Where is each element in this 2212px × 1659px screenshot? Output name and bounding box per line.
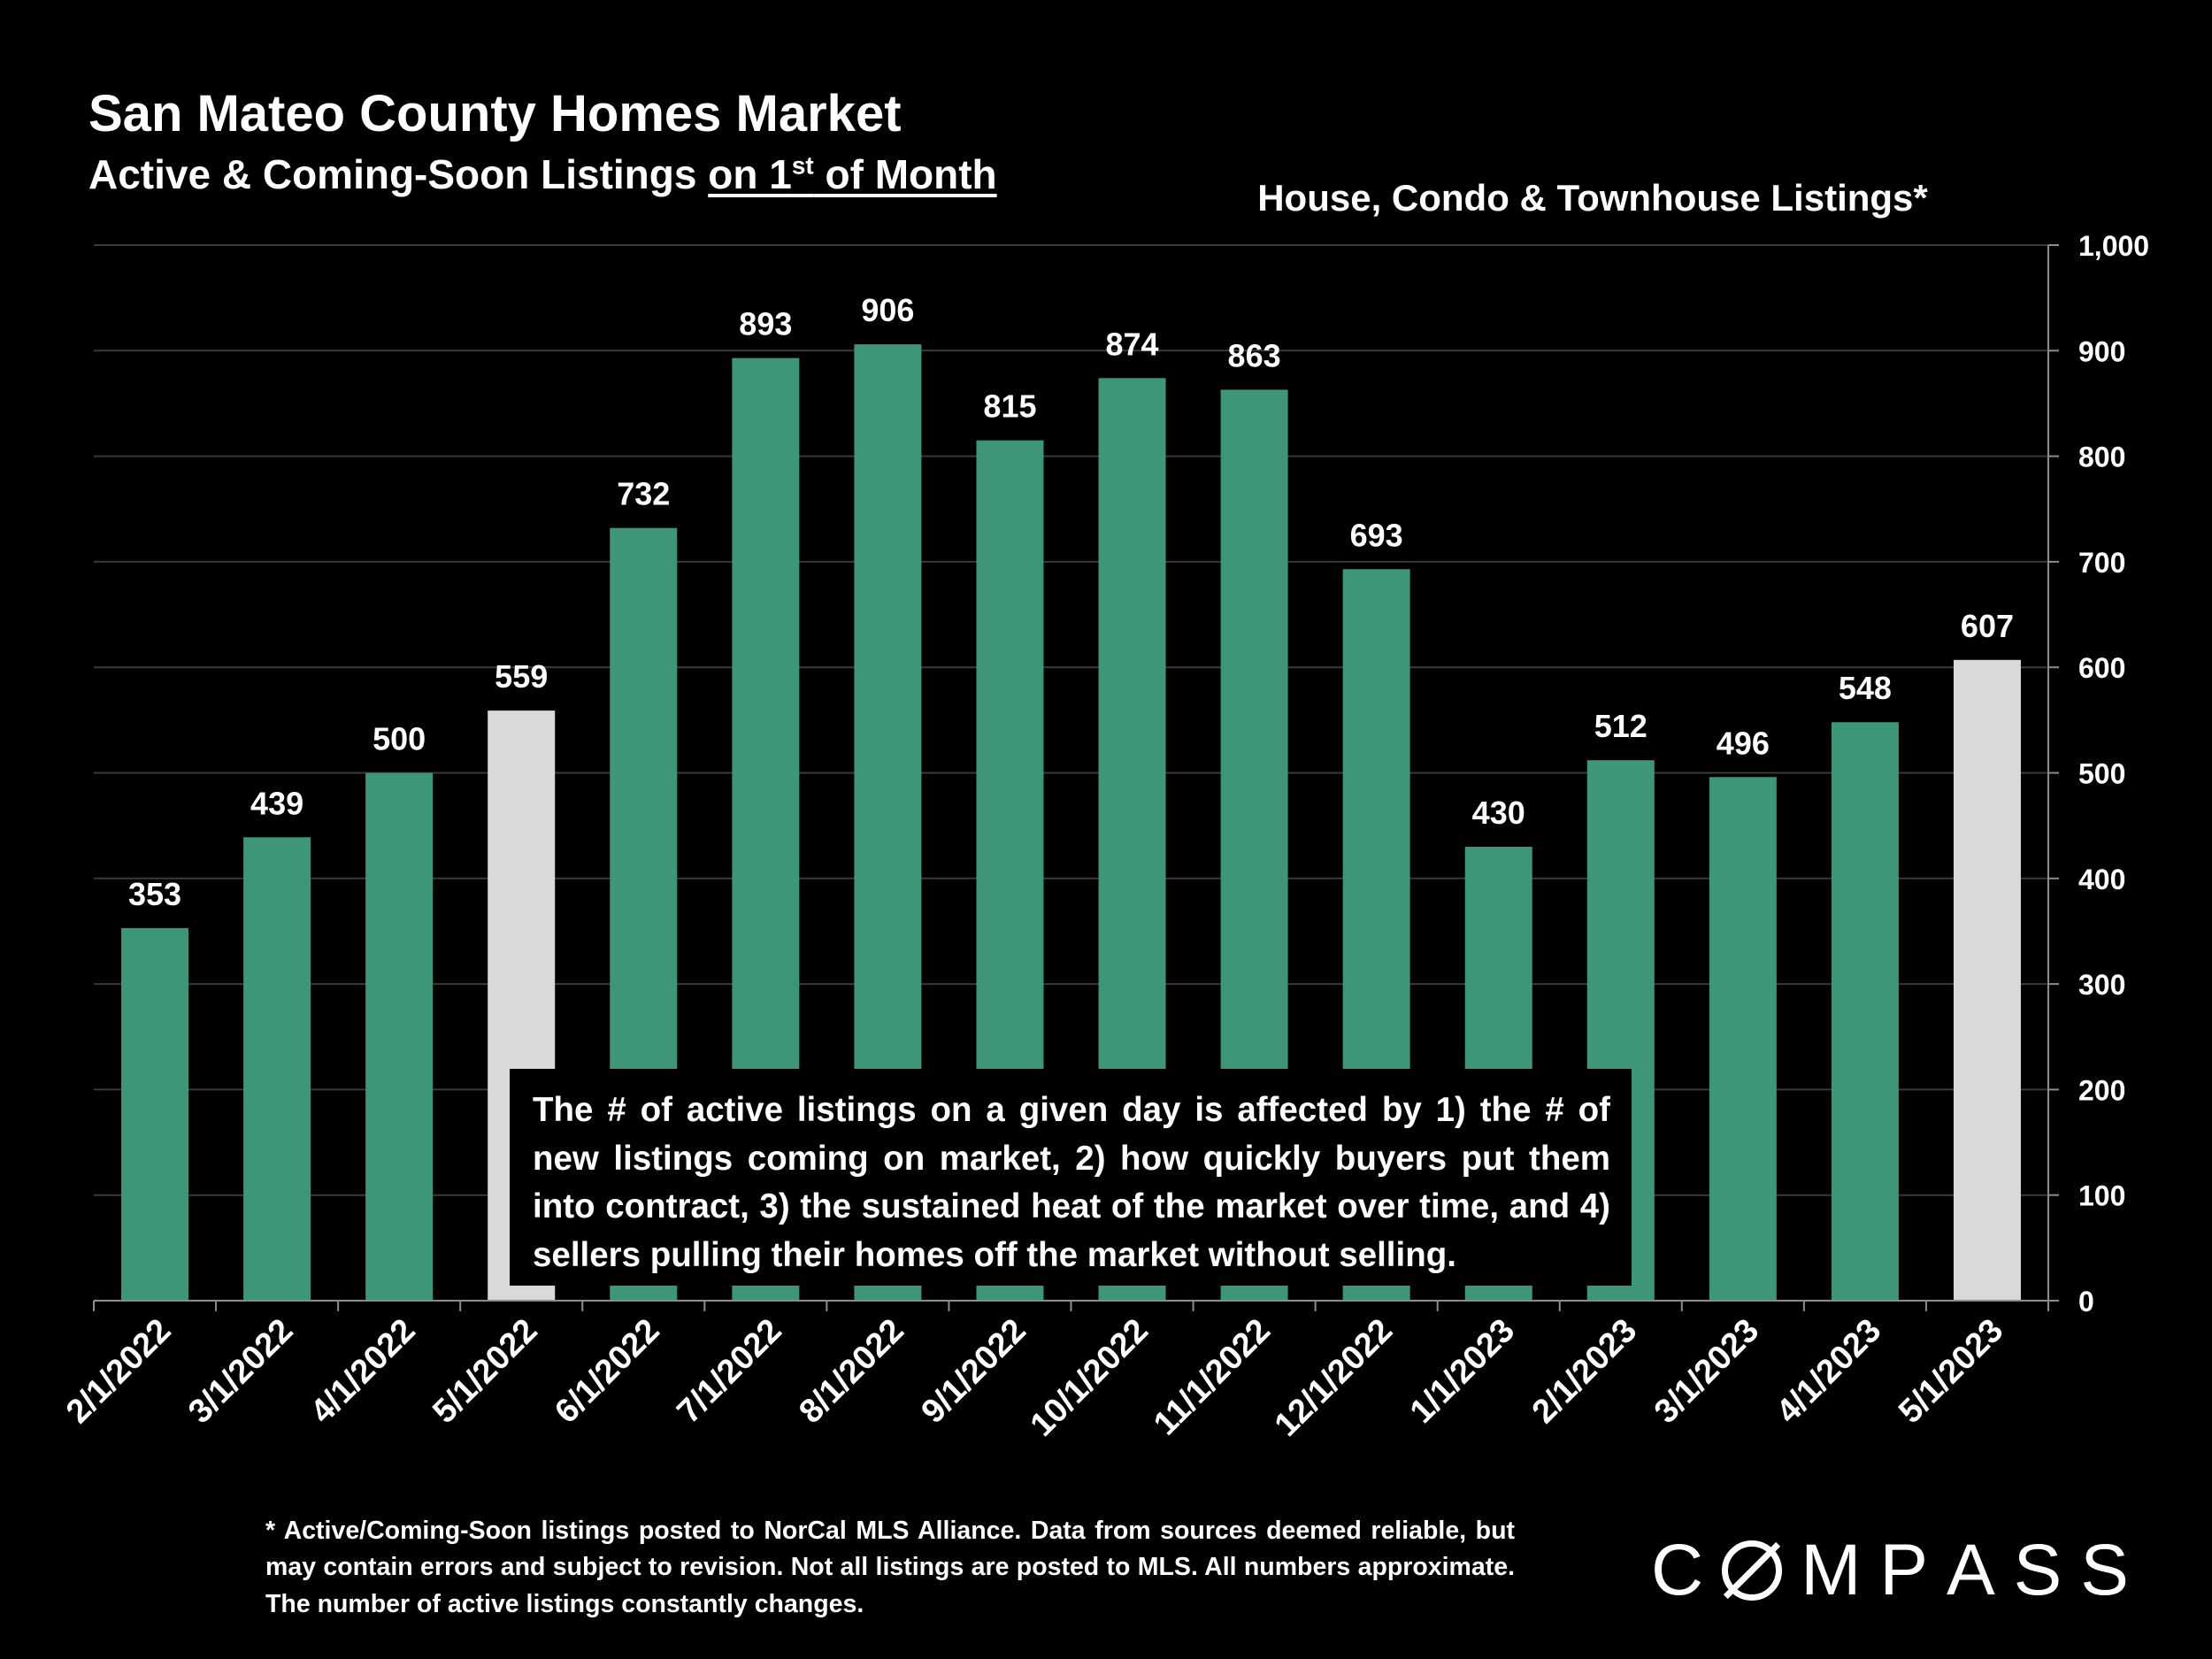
- x-tick-label-3/1/2022: 3/1/2022: [181, 1312, 300, 1431]
- subtitle-prefix: Active & Coming-Soon Listings: [88, 151, 709, 197]
- value-label-2/1/2022: 353: [128, 876, 181, 912]
- subtitle-superscript: st: [791, 151, 814, 180]
- value-label-5/1/2022: 559: [495, 658, 548, 695]
- series-title: House, Condo & Townhouse Listings*: [1257, 177, 1928, 219]
- y-tick-label-700: 700: [2078, 547, 2125, 579]
- x-tick-label-10/1/2022: 10/1/2022: [1024, 1312, 1156, 1444]
- y-tick-label-600: 600: [2078, 652, 2125, 684]
- x-tick-label-5/1/2023: 5/1/2023: [1892, 1312, 2010, 1431]
- x-tick-label-1/1/2023: 1/1/2023: [1403, 1312, 1522, 1431]
- value-label-6/1/2022: 732: [617, 476, 670, 512]
- x-tick-label-2/1/2023: 2/1/2023: [1525, 1312, 1644, 1431]
- value-label-9/1/2022: 815: [983, 388, 1036, 425]
- x-tick-label-6/1/2022: 6/1/2022: [548, 1312, 666, 1431]
- logo-letter-c: C: [1651, 1529, 1704, 1610]
- x-tick-label-8/1/2022: 8/1/2022: [792, 1312, 910, 1431]
- y-tick-labels: 0 100 200 300 400 500 600 700 800 900 1,000: [2078, 230, 2149, 1317]
- value-label-3/1/2022: 439: [250, 785, 303, 821]
- compass-logo: C M P A S S: [1651, 1528, 2129, 1612]
- logo-letter-a: A: [1946, 1529, 1995, 1610]
- value-label-1/1/2023: 430: [1472, 795, 1525, 831]
- value-label-5/1/2023: 607: [1961, 608, 2014, 644]
- x-tick-label-5/1/2022: 5/1/2022: [426, 1312, 544, 1431]
- value-label-10/1/2022: 874: [1105, 326, 1158, 362]
- footnote: * Active/Coming-Soon listings posted to …: [265, 1517, 1515, 1618]
- value-label-4/1/2022: 500: [373, 721, 426, 757]
- x-tick-label-12/1/2022: 12/1/2022: [1268, 1312, 1400, 1444]
- y-tick-label-300: 300: [2078, 969, 2125, 1001]
- annotation-box: The # of active listings on a given day …: [510, 1069, 1632, 1286]
- chart-title: San Mateo County Homes Market: [88, 85, 902, 142]
- value-label-7/1/2022: 893: [739, 306, 792, 342]
- subtitle-underlined-a: on 1: [708, 151, 792, 197]
- y-tick-label-400: 400: [2078, 864, 2125, 895]
- subtitle-underlined: on 1st of Month: [708, 151, 996, 197]
- logo-o-ring-icon: [1722, 1540, 1783, 1601]
- logo-letter-s2: S: [2080, 1529, 2129, 1610]
- x-tick-label-11/1/2022: 11/1/2022: [1147, 1312, 1278, 1443]
- bar-3/1/2023: [1709, 777, 1777, 1301]
- chart-subtitle: Active & Coming-Soon Listings on 1st of …: [88, 152, 997, 197]
- y-tick-label-900: 900: [2078, 335, 2125, 367]
- value-label-3/1/2023: 496: [1717, 725, 1770, 761]
- x-tick-label-4/1/2022: 4/1/2022: [303, 1312, 422, 1431]
- x-tick-label-7/1/2022: 7/1/2022: [670, 1312, 788, 1431]
- x-tick-label-2/1/2022: 2/1/2022: [59, 1312, 178, 1431]
- x-tick-labels: 2/1/2022 3/1/2022 4/1/2022 5/1/2022 6/1/2022…: [59, 1312, 2010, 1444]
- value-label-8/1/2022: 906: [861, 292, 914, 328]
- x-tick-label-3/1/2023: 3/1/2023: [1647, 1312, 1766, 1431]
- y-tick-label-500: 500: [2078, 758, 2125, 790]
- y-tick-label-100: 100: [2078, 1180, 2125, 1212]
- value-label-4/1/2023: 548: [1839, 670, 1892, 706]
- value-labels: 353 439 500 559 732 893 906 815 874 863 693 430 512 4…: [128, 292, 2014, 912]
- value-label-12/1/2022: 693: [1350, 517, 1403, 553]
- value-label-11/1/2022: 863: [1228, 337, 1281, 373]
- bar-5/1/2023: [1953, 659, 2021, 1301]
- bar-2/1/2022: [121, 927, 189, 1301]
- y-tick-label-200: 200: [2078, 1074, 2125, 1106]
- axes: [93, 244, 2059, 1311]
- x-tick-label-9/1/2022: 9/1/2022: [915, 1312, 1033, 1431]
- bar-3/1/2022: [243, 837, 311, 1301]
- x-tick-label-4/1/2023: 4/1/2023: [1770, 1312, 1888, 1431]
- y-tick-label-1000: 1,000: [2078, 230, 2149, 262]
- bar-4/1/2022: [365, 772, 434, 1301]
- bar-4/1/2023: [1831, 722, 1899, 1301]
- y-tick-label-800: 800: [2078, 442, 2125, 473]
- logo-letter-s1: S: [2013, 1529, 2062, 1610]
- value-label-2/1/2023: 512: [1594, 708, 1647, 744]
- subtitle-underlined-b: of Month: [813, 151, 997, 197]
- logo-letter-p: P: [1879, 1529, 1929, 1610]
- y-tick-label-0: 0: [2078, 1286, 2094, 1317]
- logo-letter-m: M: [1801, 1529, 1862, 1610]
